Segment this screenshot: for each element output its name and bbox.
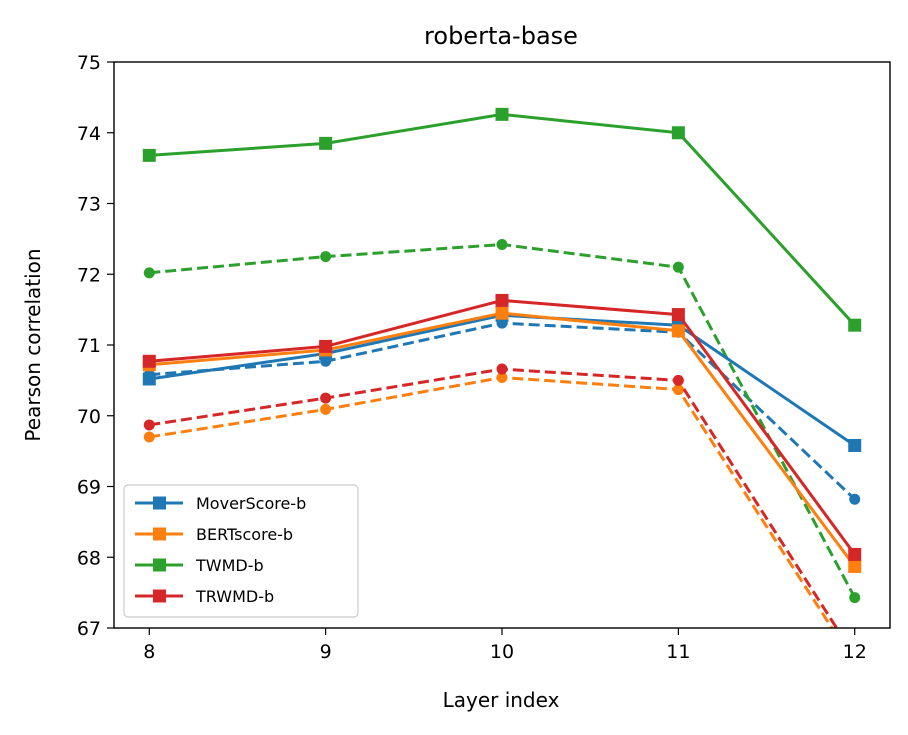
data-point-circle — [143, 419, 155, 431]
y-tick-label: 67 — [77, 618, 101, 640]
data-point-square — [319, 339, 333, 353]
y-tick-label: 75 — [77, 52, 101, 74]
chart-title: roberta-base — [424, 22, 578, 50]
data-point-circle — [320, 403, 332, 415]
data-point-circle — [496, 372, 508, 384]
y-tick-label: 71 — [77, 335, 101, 357]
data-point-circle — [849, 592, 861, 604]
data-point-square — [495, 306, 509, 320]
data-point-square — [319, 136, 333, 150]
data-point-square — [142, 372, 156, 386]
data-point-square — [671, 126, 685, 140]
x-tick-label: 9 — [320, 641, 332, 663]
data-point-circle — [143, 431, 155, 443]
x-tick-label: 12 — [843, 641, 867, 663]
y-tick-label: 73 — [77, 194, 101, 216]
legend-marker — [153, 589, 166, 603]
data-point-square — [142, 354, 156, 368]
x-tick-label: 8 — [143, 641, 155, 663]
data-point-circle — [496, 239, 508, 251]
x-tick-label: 10 — [490, 641, 514, 663]
y-axis: 67 68 69 70 71 72 73 74 75 — [77, 52, 114, 640]
y-tick-label: 68 — [77, 547, 101, 569]
series-line-2 — [149, 112, 856, 327]
legend-marker — [153, 496, 166, 510]
y-tick-label: 70 — [77, 406, 101, 428]
data-point-circle — [849, 493, 861, 505]
data-point-square — [671, 324, 685, 338]
y-axis-title: Pearson correlation — [21, 248, 45, 441]
data-point-square — [495, 293, 509, 307]
series-layer — [142, 107, 862, 628]
data-point-square — [495, 107, 509, 121]
data-point-square — [142, 148, 156, 162]
data-point-circle — [672, 384, 684, 396]
data-point-circle — [320, 251, 332, 263]
x-tick-label: 11 — [666, 641, 690, 663]
x-axis: 8 9 10 11 12 — [143, 628, 867, 663]
data-point-circle — [320, 392, 332, 404]
legend-marker — [153, 527, 166, 541]
legend-label: TWMD-b — [195, 556, 264, 575]
legend-label: BERTscore-b — [196, 525, 293, 544]
data-point-circle — [496, 363, 508, 375]
legend-box — [123, 484, 359, 618]
data-point-square — [671, 308, 685, 322]
y-tick-label: 74 — [77, 123, 101, 145]
data-point-circle — [672, 261, 684, 273]
data-point-circle — [672, 374, 684, 386]
x-axis-title: Layer index — [443, 688, 560, 712]
legend: MoverScore-b BERTscore-b TWMD-b TRWMD-b — [123, 484, 359, 618]
y-tick-label: 72 — [77, 264, 101, 286]
data-point-square — [848, 318, 862, 332]
data-point-square — [848, 547, 862, 561]
data-point-circle — [143, 267, 155, 279]
data-point-square — [848, 438, 862, 452]
legend-label: TRWMD-b — [195, 587, 274, 606]
legend-marker — [153, 558, 166, 572]
y-tick-label: 69 — [77, 477, 101, 499]
data-point-square — [848, 559, 862, 573]
legend-label: MoverScore-b — [196, 494, 306, 513]
